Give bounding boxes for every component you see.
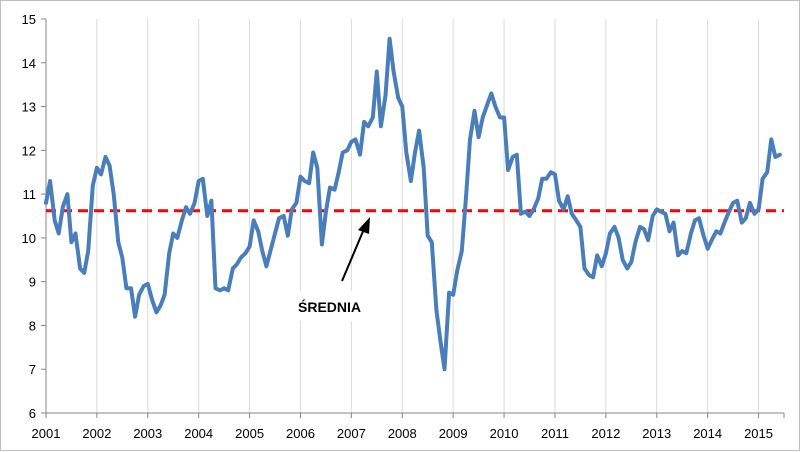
x-tick-label: 2009 <box>439 426 468 441</box>
x-tick-label: 2001 <box>32 426 61 441</box>
y-tick-label: 8 <box>29 318 36 333</box>
x-tick-label: 2012 <box>591 426 620 441</box>
y-tick-label: 10 <box>22 231 36 246</box>
x-tick-label: 2003 <box>133 426 162 441</box>
tick-labels: 2001 2002 2003 2004 2005 2006 2007 2008 2009 2010… <box>22 12 773 441</box>
x-tick-label: 2014 <box>693 426 722 441</box>
annotation-arrow-line <box>341 228 365 282</box>
y-tick-label: 6 <box>29 406 36 421</box>
y-tick-label: 12 <box>22 143 36 158</box>
average-label: ŚREDNIA <box>298 298 361 315</box>
x-tick-label: 2006 <box>286 426 315 441</box>
gridlines <box>96 19 760 413</box>
series-line-0 <box>44 36 782 372</box>
axes <box>41 18 785 418</box>
x-tick-label: 2007 <box>337 426 366 441</box>
x-tick-label: 2011 <box>541 426 569 441</box>
x-tick-label: 2008 <box>388 426 417 441</box>
annotation-layer: ŚREDNIA <box>283 217 391 321</box>
series-layer <box>44 36 782 372</box>
average-label-background <box>283 291 391 321</box>
x-tick-label: 2004 <box>184 426 213 441</box>
y-tick-label: 13 <box>22 100 36 115</box>
y-tick-label: 14 <box>22 56 36 71</box>
y-tick-label: 9 <box>29 275 36 290</box>
y-tick-label: 15 <box>22 12 36 27</box>
y-tick-label: 7 <box>29 362 36 377</box>
x-tick-label: 2005 <box>235 426 264 441</box>
y-tick-label: 11 <box>23 187 37 202</box>
x-tick-label: 2002 <box>82 426 111 441</box>
annotation-arrow-head <box>358 217 370 234</box>
x-tick-label: 2013 <box>642 426 671 441</box>
x-tick-label: 2015 <box>744 426 773 441</box>
x-tick-label: 2010 <box>490 426 519 441</box>
